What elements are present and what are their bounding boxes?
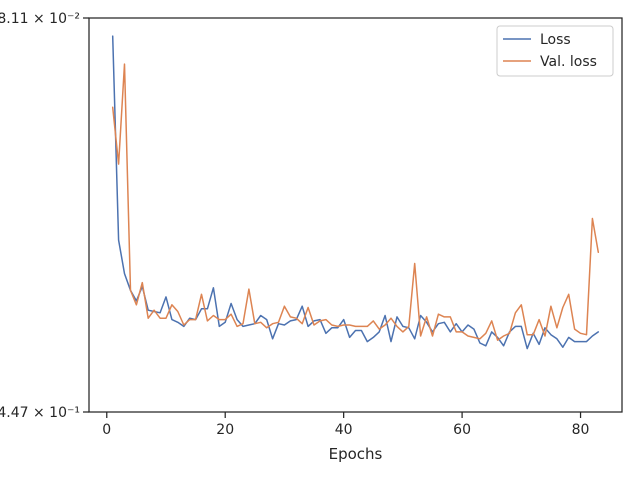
x-axis-label: Epochs (329, 445, 383, 463)
x-tick-label: 20 (216, 422, 234, 438)
series-line-val-loss (111, 63, 600, 341)
plot-lines (111, 35, 600, 350)
plot-frame (88, 17, 623, 413)
series-line-loss (111, 35, 600, 350)
y-ticks: 8.11 × 10⁻² 4.47 × 10⁻¹ (0, 11, 89, 421)
y-tick-label: 8.11 × 10⁻² (0, 11, 80, 27)
legend: Loss Val. loss (496, 25, 614, 77)
x-tick-label: 0 (102, 422, 111, 438)
x-tick-label: 40 (335, 422, 353, 438)
x-tick-label: 80 (572, 422, 590, 438)
legend-label: Loss (540, 32, 571, 48)
legend-label: Val. loss (540, 54, 597, 70)
y-tick-label: 4.47 × 10⁻¹ (0, 405, 80, 421)
x-tick-label: 60 (453, 422, 471, 438)
x-ticks: 0 20 40 60 80 (102, 412, 589, 438)
